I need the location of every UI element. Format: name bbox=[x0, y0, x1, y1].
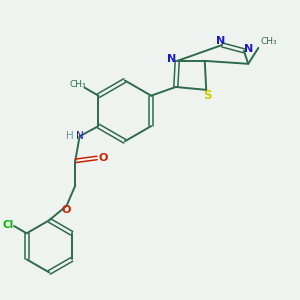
Text: N: N bbox=[216, 36, 225, 46]
Text: N: N bbox=[244, 44, 254, 54]
Text: O: O bbox=[62, 205, 71, 215]
Text: N: N bbox=[167, 54, 177, 64]
Text: S: S bbox=[203, 88, 212, 102]
Text: O: O bbox=[99, 153, 108, 163]
Text: H: H bbox=[67, 131, 74, 141]
Text: N: N bbox=[76, 131, 83, 141]
Text: CH₃: CH₃ bbox=[69, 80, 86, 89]
Text: CH₃: CH₃ bbox=[260, 37, 277, 46]
Text: Cl: Cl bbox=[2, 220, 13, 230]
